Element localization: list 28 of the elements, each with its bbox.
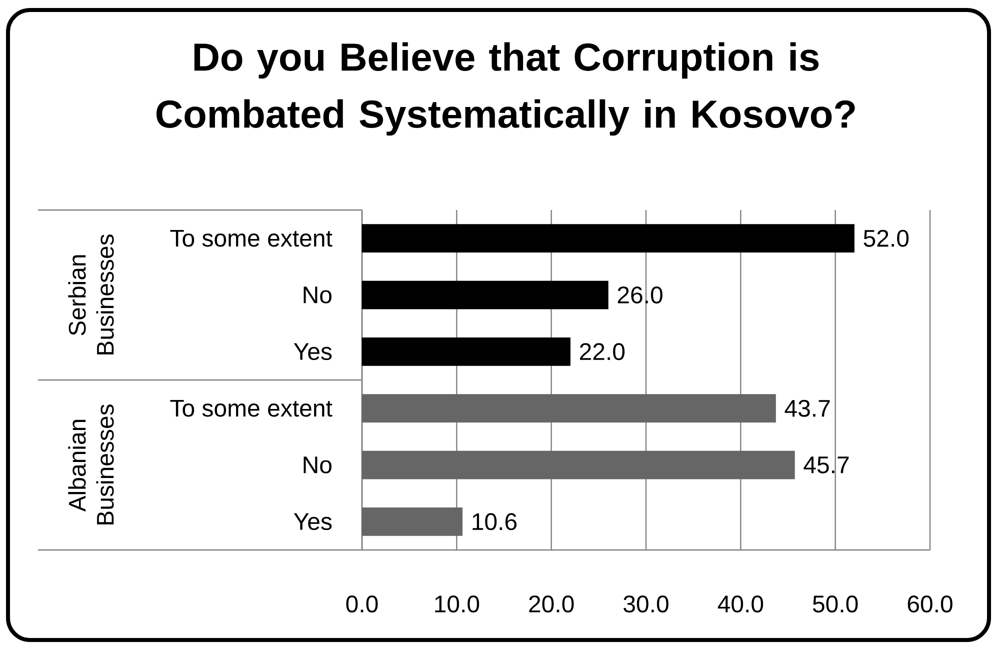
x-tick-label: 60.0 (908, 596, 952, 613)
y-tick-label: To some extent (170, 230, 332, 247)
bar (362, 337, 570, 366)
y-tick-label: No (304, 286, 332, 304)
x-tick-label: 0.0 (346, 596, 378, 613)
x-tick-label: 30.0 (624, 596, 668, 613)
data-label: 43.7 (784, 400, 830, 417)
x-tick-label: 20.0 (529, 596, 574, 613)
data-label: 26.0 (618, 286, 662, 304)
bar (362, 394, 776, 423)
x-tick-label: 40.0 (718, 596, 764, 613)
bar (362, 450, 795, 480)
chart-title: Do you Believe that Corruption is Combated Systematically in Kosovo? (156, 42, 855, 136)
data-label: 22.0 (580, 343, 625, 360)
bar (362, 280, 608, 310)
y-tick-label: Yes (294, 513, 332, 530)
text: Albanian Businesses (68, 404, 114, 524)
text: Serbian Businesses (68, 234, 114, 354)
y-tick-label: To some extent (170, 400, 332, 417)
y-tick-label: Yes (294, 343, 332, 360)
data-label: 10.6 (472, 513, 517, 530)
y-tick-label: No (304, 456, 332, 474)
x-tick-label: 50.0 (812, 596, 858, 613)
x-tick-label: 10.0 (435, 596, 480, 613)
bar (362, 507, 463, 536)
bar (362, 224, 854, 253)
data-label: 45.7 (804, 456, 849, 474)
data-label: 52.0 (864, 230, 909, 247)
